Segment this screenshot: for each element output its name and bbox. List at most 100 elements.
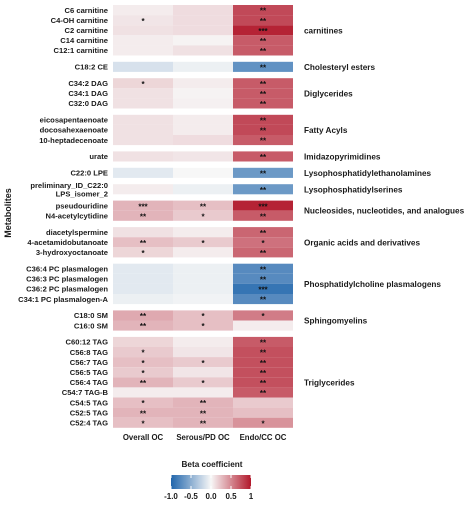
significance-star: * xyxy=(201,239,205,248)
significance-star: * xyxy=(201,312,205,321)
heatmap-cell xyxy=(113,35,173,46)
heatmap-cell xyxy=(173,407,233,418)
significance-star: * xyxy=(141,359,145,368)
significance-star: ** xyxy=(200,399,207,408)
heatmap-cell xyxy=(173,377,233,388)
significance-star: ** xyxy=(260,349,267,358)
heatmap-cell xyxy=(173,310,233,321)
heatmap-cell xyxy=(233,98,293,109)
color-legend: Beta coefficient -1.0 -0.5 0.0 0.5 1 xyxy=(164,460,254,501)
heatmap-cell xyxy=(233,357,293,368)
row-label: C32:0 DAG xyxy=(68,99,108,108)
heatmap-cell xyxy=(173,167,233,178)
significance-star: ** xyxy=(200,409,207,418)
heatmap-cell xyxy=(233,283,293,294)
significance-star: * xyxy=(141,399,145,408)
significance-star: ** xyxy=(260,90,267,99)
heatmap-cell xyxy=(233,45,293,56)
significance-stars: *** ************ ********************* ** **… xyxy=(138,7,268,429)
row-label: C18:0 SM xyxy=(74,311,108,320)
significance-star: * xyxy=(261,239,265,248)
significance-star: ** xyxy=(260,249,267,258)
row-label: C36:3 PC plasmalogen xyxy=(26,275,108,284)
heatmap-cell xyxy=(173,15,233,26)
heatmap-cell xyxy=(233,247,293,258)
heatmap-cell xyxy=(113,336,173,347)
group-label: Fatty Acyls xyxy=(304,126,348,135)
significance-star: ** xyxy=(260,212,267,221)
heatmap-cell xyxy=(113,357,173,368)
heatmap-cell xyxy=(113,151,173,162)
significance-star: ** xyxy=(260,153,267,162)
heatmap-cell xyxy=(173,247,233,258)
heatmap-cell xyxy=(173,61,233,72)
row-label: C54:7 TAG-B xyxy=(62,388,109,397)
heatmap-cell xyxy=(113,387,173,398)
row-label: C52:4 TAG xyxy=(70,418,108,427)
heatmap-cell xyxy=(233,397,293,408)
heatmap-cell xyxy=(113,78,173,89)
row-label: 4-acetamidobutanoate xyxy=(27,238,108,247)
heatmap-cell xyxy=(113,294,173,305)
heatmap-cell xyxy=(233,88,293,99)
significance-star: ** xyxy=(260,17,267,26)
significance-star: * xyxy=(261,419,265,428)
significance-star: * xyxy=(141,80,145,89)
heatmap-cells xyxy=(113,5,293,428)
significance-star: * xyxy=(141,17,145,26)
significance-star: * xyxy=(141,369,145,378)
row-label: C36:4 PC plasmalogen xyxy=(26,264,108,273)
heatmap-cell xyxy=(113,5,173,16)
row-label: C56:4 TAG xyxy=(70,378,108,387)
heatmap-cell xyxy=(173,5,233,16)
significance-star: ** xyxy=(140,379,147,388)
row-label: C18:2 CE xyxy=(75,63,108,72)
legend-tick-label: 1 xyxy=(249,492,254,501)
heatmap-cell xyxy=(233,114,293,125)
group-label: Sphingomyelins xyxy=(304,317,368,326)
legend-tick-label: -1.0 xyxy=(164,492,178,501)
heatmap-cell xyxy=(113,377,173,388)
row-label: 10-heptadecenoate xyxy=(39,136,108,145)
significance-star: ** xyxy=(260,229,267,238)
row-label: C54:5 TAG xyxy=(70,398,108,407)
significance-star: ** xyxy=(260,137,267,146)
heatmap-cell xyxy=(233,273,293,284)
heatmap-cell xyxy=(233,184,293,195)
heatmap-cell xyxy=(233,5,293,16)
heatmap-cell xyxy=(113,310,173,321)
heatmap-cell xyxy=(233,210,293,221)
group-label: Diglycerides xyxy=(304,89,353,98)
row-label: C22:0 LPE xyxy=(70,169,108,178)
heatmap-cell xyxy=(173,200,233,211)
heatmap-cell xyxy=(173,184,233,195)
row-label: C16:0 SM xyxy=(74,321,108,330)
row-label: preliminary_ID_C22:0 LPS_isomer_2 xyxy=(30,181,108,198)
group-label: carnitines xyxy=(304,26,343,35)
heatmap-cell xyxy=(113,167,173,178)
row-label: urate xyxy=(89,152,108,161)
row-label: C2 carnitine xyxy=(65,26,108,35)
heatmap-cell xyxy=(173,114,233,125)
group-label: Phosphatidylcholine plasmalogens xyxy=(304,280,441,289)
significance-star: * xyxy=(201,212,205,221)
heatmap-cell xyxy=(233,200,293,211)
column-label: Serous/PD OC xyxy=(176,433,230,442)
heatmap-cell xyxy=(113,247,173,258)
significance-star: ** xyxy=(260,275,267,284)
heatmap-cell xyxy=(173,417,233,428)
group-label: Lysophosphatidylethanolamines xyxy=(304,169,432,178)
significance-star: * xyxy=(141,249,145,258)
row-label: C56:8 TAG xyxy=(70,348,108,357)
group-label: Cholesteryl esters xyxy=(304,63,375,72)
heatmap-cell xyxy=(233,124,293,135)
row-label: eicosapentaenoate xyxy=(40,116,108,125)
heatmap-cell xyxy=(113,367,173,378)
heatmap-cell xyxy=(233,377,293,388)
heatmap-cell xyxy=(113,397,173,408)
significance-star: ** xyxy=(260,339,267,348)
significance-star: *** xyxy=(258,27,268,36)
heatmap-cell xyxy=(113,45,173,56)
heatmap-cell xyxy=(233,367,293,378)
